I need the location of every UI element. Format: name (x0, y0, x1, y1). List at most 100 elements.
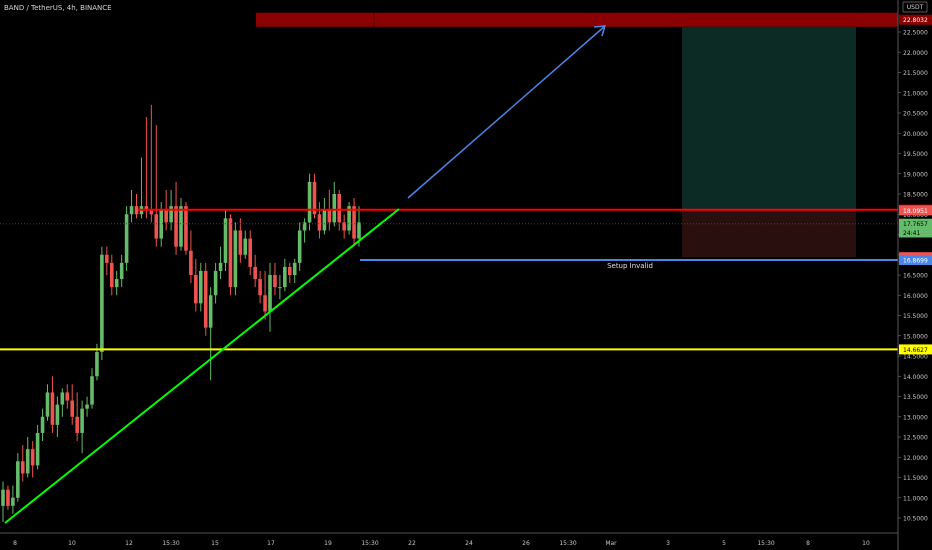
price-tick-label: 11.5000 (903, 475, 928, 482)
candle (109, 254, 114, 296)
candle (302, 218, 307, 243)
candle (268, 262, 272, 332)
support-trendline (4, 208, 400, 524)
candle (238, 218, 243, 263)
candle (253, 254, 257, 288)
candle-body (337, 194, 342, 223)
time-tick-label: 19 (324, 540, 332, 547)
price-tick-label: 21.5000 (903, 70, 928, 77)
candle (65, 384, 70, 409)
candle-body (35, 432, 40, 466)
candle-body (179, 206, 183, 247)
time-tick-label: 10 (68, 540, 76, 547)
time-tick-label: 15:30 (559, 540, 576, 547)
candle-body (20, 461, 25, 474)
candle (208, 287, 213, 381)
time-tick-label: 15:30 (361, 540, 378, 547)
candle-body (50, 392, 55, 425)
candle-body (1, 489, 5, 506)
candle-body (292, 262, 297, 275)
time-tick-label: 8 (806, 540, 810, 547)
candle-body (169, 206, 173, 223)
candle-body (352, 206, 356, 239)
price-tick-label: 12.0000 (903, 455, 928, 462)
candle-body (25, 449, 30, 474)
candle-body (278, 287, 282, 289)
candle-body (124, 214, 129, 263)
candle (312, 173, 317, 219)
candle (322, 198, 327, 235)
price-tick-label: 14.5000 (903, 354, 928, 361)
candle-body (189, 250, 193, 275)
price-tag-label: 18.0951 (903, 208, 928, 215)
price-tick-label: 21.0000 (903, 90, 928, 97)
candle (105, 246, 109, 275)
time-tick-label: 26 (522, 540, 530, 547)
candle-body (11, 497, 15, 506)
candle (30, 441, 35, 478)
price-tick-label: 19.5000 (903, 151, 928, 158)
candle (134, 194, 139, 219)
candle-body (90, 376, 94, 405)
price-tick-label: 14.0000 (903, 374, 928, 381)
candle (243, 230, 248, 259)
candle-body (129, 206, 134, 215)
price-tick-label: 22.5000 (903, 30, 928, 37)
candle (144, 117, 149, 219)
time-axis: 8 10 12 15:30 15 17 19 15:30 22 24 26 15:30 Mar 3 5 15:… (0, 532, 898, 547)
candle-body (218, 262, 223, 271)
price-tick-label: 16.5000 (903, 273, 928, 280)
candle (332, 181, 337, 227)
price-tick-label: 10.5000 (903, 516, 928, 523)
price-tag (899, 218, 932, 229)
candle-body (317, 214, 322, 231)
price-tag (899, 205, 932, 216)
candle-body (194, 275, 198, 304)
candle (287, 262, 292, 284)
price-tag-label: 24:41 (903, 230, 920, 237)
price-tick-label: 20.0000 (903, 131, 928, 138)
candle-body (60, 392, 65, 405)
price-tag-label: 16.8699 (903, 258, 928, 265)
candle-body (233, 230, 238, 288)
candle-body (357, 222, 361, 239)
target-zone (256, 12, 898, 27)
time-tick-label: 24 (465, 540, 473, 547)
time-tick-label: 10 (862, 540, 870, 547)
candle (100, 246, 104, 361)
price-tick-label: 12.5000 (903, 435, 928, 442)
candle (248, 230, 253, 275)
candle-body (119, 262, 124, 280)
setup-invalid-label: Setup Invalid (607, 262, 653, 270)
candle-body (302, 222, 307, 231)
candle (278, 275, 282, 300)
candle-body (174, 206, 178, 247)
candle-body (203, 270, 208, 328)
time-tick-label: 3 (666, 540, 670, 547)
candle (16, 453, 20, 502)
candle-body (184, 206, 188, 251)
projection-arrow (407, 25, 606, 199)
candle (273, 262, 277, 296)
candle (114, 270, 119, 296)
price-tick-label: 15.5000 (903, 313, 928, 320)
price-tag-label: 17.7657 (903, 221, 928, 228)
candle-body (273, 275, 277, 288)
candle (154, 125, 159, 247)
candle (149, 104, 154, 223)
candle-body (100, 254, 104, 352)
candle (218, 246, 223, 280)
candle (124, 206, 129, 271)
price-tick-label: 22.0000 (903, 50, 928, 57)
candle (283, 258, 287, 292)
candle-body (258, 279, 262, 296)
candle-body (134, 206, 139, 215)
candle (25, 437, 30, 478)
price-tag (899, 344, 932, 355)
price-tick-label: 19.0000 (903, 171, 928, 178)
price-tick-label: 13.5000 (903, 394, 928, 401)
candle (35, 424, 40, 470)
time-tick-label: Mar (605, 540, 617, 547)
currency-label: USDT (907, 4, 924, 11)
